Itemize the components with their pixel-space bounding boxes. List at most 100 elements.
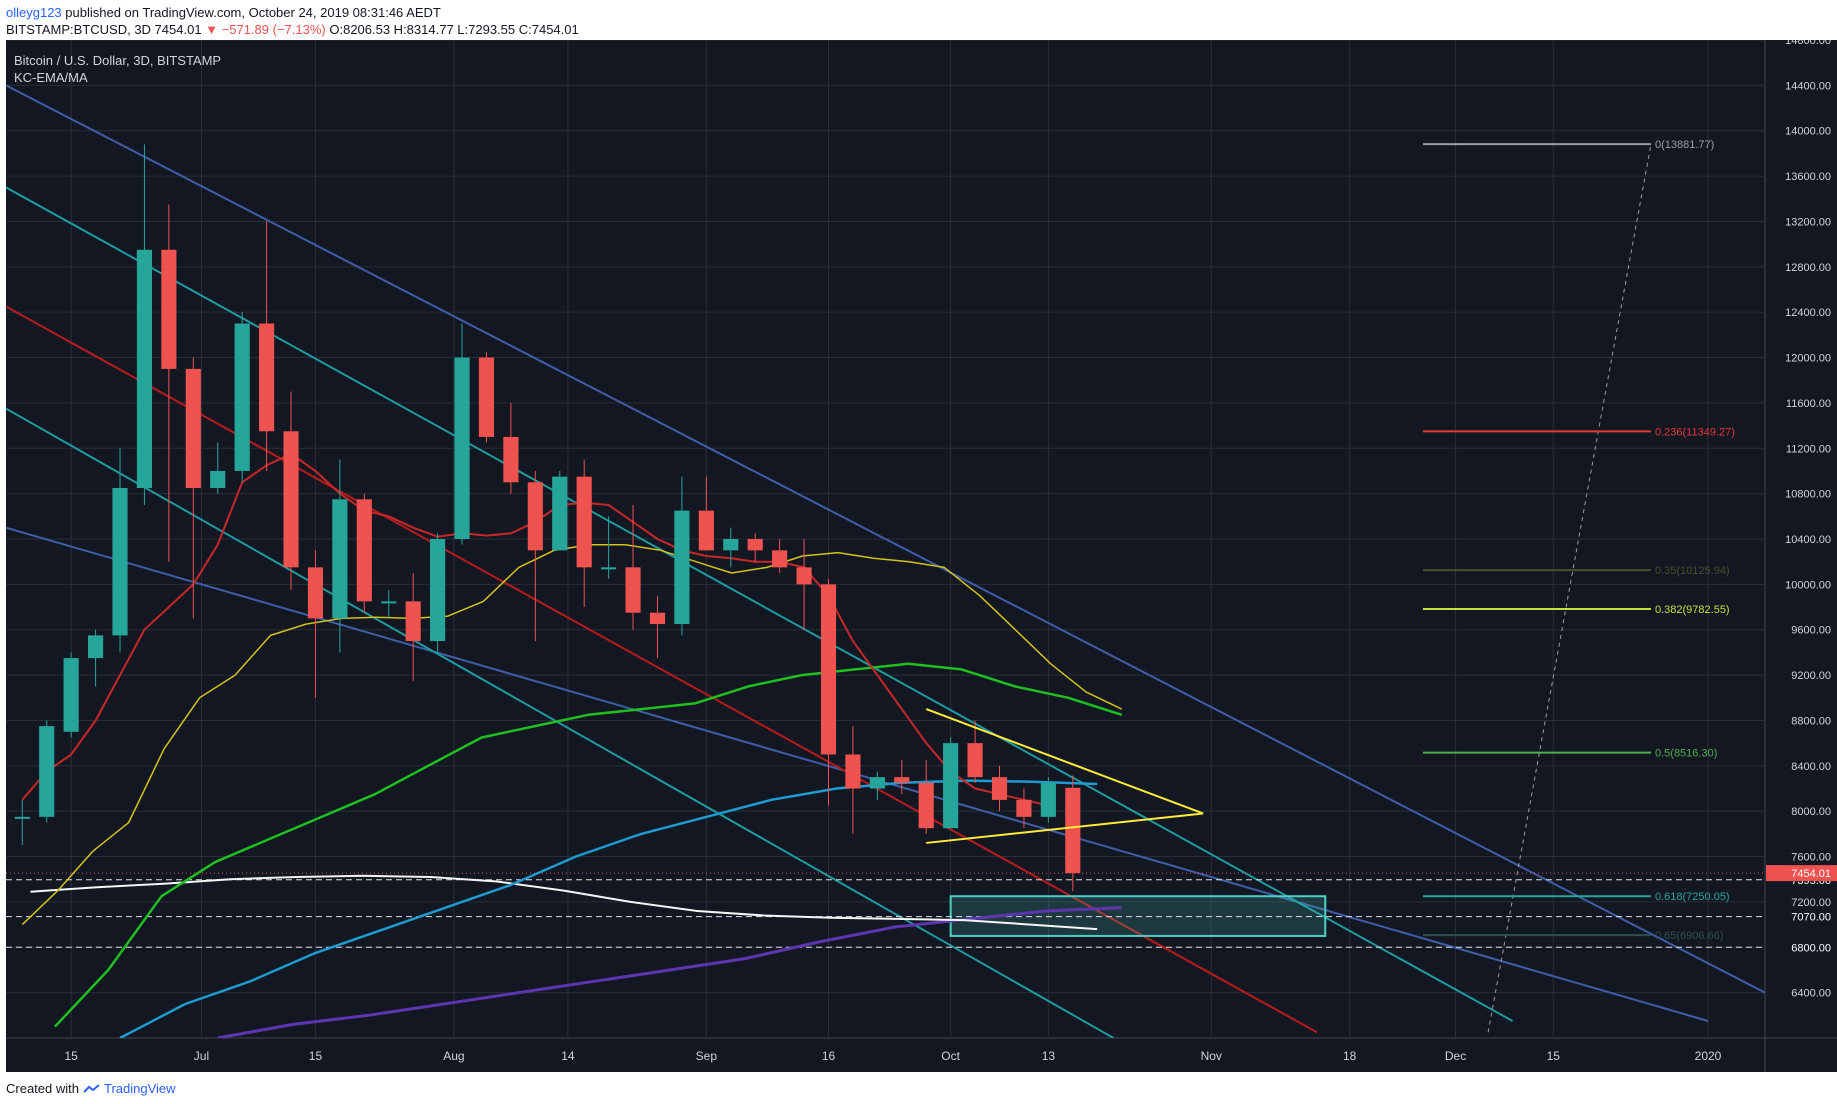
candle-body: [869, 777, 885, 789]
author-link[interactable]: olleyg123: [6, 5, 62, 20]
time-tick-label: 15: [1547, 1049, 1561, 1063]
candle-body: [674, 510, 690, 625]
fib-level-label: 0.618(7250.05): [1655, 891, 1730, 903]
price-tick-label: 10000.00: [1785, 579, 1831, 591]
price-tick-label: 8000.00: [1791, 806, 1831, 818]
candle-body: [552, 476, 568, 551]
candle-body: [796, 567, 812, 585]
footer-prefix: Created with: [6, 1081, 79, 1096]
symbol-title: Bitcoin / U.S. Dollar, 3D, BITSTAMP: [14, 53, 222, 68]
price-tick-label: 13600.00: [1785, 171, 1831, 183]
level-label: 7070.00: [1791, 912, 1831, 924]
time-tick-label: 18: [1343, 1049, 1357, 1063]
price-tick-label: 14400.00: [1785, 80, 1831, 92]
footer: Created with TradingView: [6, 1081, 176, 1096]
candle-body: [185, 368, 201, 488]
time-tick-label: Oct: [941, 1049, 960, 1063]
publish-line: olleyg123 published on TradingView.com, …: [6, 5, 441, 20]
candle-body: [943, 743, 959, 829]
candle-body: [503, 436, 519, 483]
time-axis-background: [6, 1038, 1837, 1072]
candle-body: [381, 601, 397, 604]
price-tick-label: 9600.00: [1791, 625, 1831, 637]
time-tick-label: 15: [64, 1049, 78, 1063]
time-tick-label: 14: [561, 1049, 575, 1063]
chart-area[interactable]: 0(13881.77) 0.236(11349.27) 0.35(10125.94)…: [0, 35, 1837, 1084]
price-tick-label: 14800.00: [1785, 40, 1831, 47]
publish-info: published on TradingView.com, October 24…: [65, 5, 441, 20]
time-tick-label: 15: [309, 1049, 323, 1063]
candle-body: [918, 782, 934, 829]
price-tick-label: 12000.00: [1785, 353, 1831, 365]
indicator-name: KC-EMA/MA: [14, 70, 88, 85]
price-tick-label: 12400.00: [1785, 307, 1831, 319]
candle-body: [307, 567, 324, 619]
candle-body: [1016, 799, 1032, 817]
price-tick-label: 13200.00: [1785, 216, 1831, 228]
price-tick-label: 12800.00: [1785, 262, 1831, 274]
triangle-lower-line: [926, 812, 1204, 844]
time-tick-label: 16: [822, 1049, 836, 1063]
candle-body: [649, 612, 666, 625]
price-chart[interactable]: 0(13881.77) 0.236(11349.27) 0.35(10125.94)…: [0, 35, 1837, 1084]
candle-body: [210, 470, 226, 488]
candle-body: [723, 539, 739, 551]
candle-body: [63, 658, 79, 732]
ma-white: [30, 874, 1098, 931]
candle-body: [478, 357, 495, 437]
price-tick-label: 11600.00: [1786, 398, 1831, 410]
price-tick-label: 14000.00: [1785, 126, 1831, 138]
fib-level-label: 0.5(8516.30): [1655, 748, 1717, 760]
price-tick-label: 9200.00: [1791, 670, 1831, 682]
level-label-bg: [1766, 940, 1837, 955]
candle-body: [527, 482, 543, 551]
channel-line: [6, 407, 1115, 1038]
time-tick-label: 13: [1042, 1049, 1056, 1063]
plot-layer: 0(13881.77) 0.236(11349.27) 0.35(10125.94)…: [6, 40, 1765, 1038]
candle-body: [112, 487, 128, 636]
candle-body: [283, 431, 299, 568]
candle-body: [601, 567, 617, 570]
price-change: ▼ −571.89 (−7.13%): [205, 22, 326, 37]
channel-line: [6, 186, 1514, 1022]
candle-body: [772, 550, 788, 568]
ma-green: [53, 662, 1123, 1028]
level-label: 6800.00: [1791, 942, 1831, 954]
price-tick-label: 7200.00: [1791, 897, 1831, 909]
time-tick-label: 2020: [1695, 1049, 1722, 1063]
candle-body: [991, 777, 1008, 800]
publish-header: olleyg123 published on TradingView.com, …: [0, 0, 1837, 40]
candle-body: [820, 584, 837, 755]
candle-body: [698, 510, 714, 551]
candle-body: [234, 323, 250, 471]
triangle-upper-line: [925, 708, 1204, 815]
candle-body: [161, 249, 177, 369]
footer-brand-link[interactable]: TradingView: [104, 1081, 176, 1096]
current-price-label: 7454.01: [1791, 868, 1831, 880]
price-tick-label: 10400.00: [1785, 534, 1831, 546]
candle-body: [1040, 782, 1056, 817]
support-zone: [949, 895, 1327, 937]
candle-body: [332, 499, 348, 619]
ma-purple: [217, 906, 1122, 1038]
fib-trend-line: [1487, 144, 1652, 1033]
tradingview-logo-icon: [82, 1084, 100, 1093]
fib-level-label: 0.236(11349.27): [1655, 426, 1735, 438]
time-tick-label: Aug: [443, 1049, 464, 1063]
time-tick-label: Jul: [194, 1049, 209, 1063]
price-tick-label: 10800.00: [1785, 489, 1831, 501]
ema-yellow: [21, 543, 1123, 926]
candle-body: [1065, 787, 1081, 874]
channel-line: [6, 84, 1765, 994]
price-tick-label: 7600.00: [1791, 852, 1831, 864]
candle-body: [967, 743, 983, 778]
candle-body: [405, 601, 421, 642]
channel-line: [6, 305, 1318, 1034]
level-label-bg: [1766, 909, 1837, 924]
candle-body: [747, 539, 763, 551]
price-tick-label: 8400.00: [1791, 761, 1831, 773]
time-tick-label: Dec: [1445, 1049, 1466, 1063]
price-tick-label: 8800.00: [1791, 715, 1831, 727]
candle-body: [14, 816, 30, 819]
ohlc-values: O:8206.53 H:8314.77 L:7293.55 C:7454.01: [329, 22, 579, 37]
